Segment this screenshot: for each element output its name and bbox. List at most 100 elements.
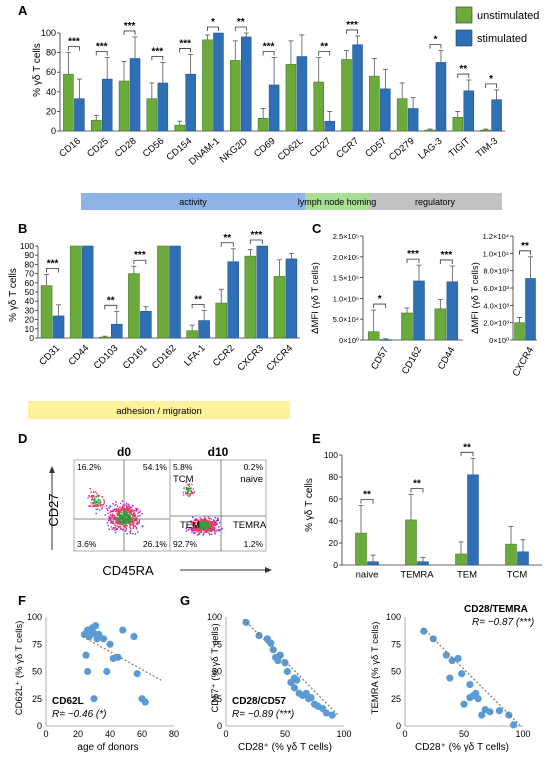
bar-stimulated bbox=[74, 98, 85, 132]
y-tick-label: 6.0×10³ bbox=[483, 284, 509, 293]
panel-letter-D: D bbox=[18, 431, 27, 446]
density-dot bbox=[133, 526, 135, 528]
bar-stimulated bbox=[101, 78, 113, 132]
y-tick-label: 70 bbox=[25, 269, 35, 279]
density-dot bbox=[213, 520, 216, 522]
density-dot bbox=[131, 522, 134, 524]
density-dot bbox=[190, 521, 192, 523]
density-dot bbox=[108, 507, 110, 509]
density-dot bbox=[202, 519, 205, 521]
density-dot bbox=[114, 510, 117, 513]
data-point bbox=[95, 630, 103, 639]
significance-bracket bbox=[133, 259, 147, 265]
density-dot bbox=[212, 525, 215, 527]
density-dot bbox=[191, 483, 193, 486]
data-point bbox=[307, 694, 315, 702]
density-dot bbox=[132, 510, 134, 512]
density-dot bbox=[88, 494, 90, 497]
density-dot bbox=[202, 529, 204, 531]
y-tick-label: 50 bbox=[25, 287, 35, 297]
y-tick-label: 0 bbox=[37, 721, 42, 731]
density-dot bbox=[200, 524, 202, 527]
density-dot bbox=[194, 529, 197, 531]
x-tick-label: 0 bbox=[43, 729, 48, 739]
density-dot bbox=[214, 530, 216, 532]
density-dot bbox=[138, 522, 141, 524]
density-dot bbox=[114, 527, 117, 529]
bar-stimulated bbox=[185, 73, 196, 132]
density-dot bbox=[109, 517, 111, 519]
bar-unstimulated bbox=[202, 39, 213, 132]
density-dot bbox=[113, 514, 115, 517]
data-point bbox=[486, 708, 494, 716]
density-dot bbox=[122, 512, 125, 515]
density-dot bbox=[95, 496, 98, 498]
significance-stars: ** bbox=[413, 479, 421, 490]
density-dot bbox=[132, 523, 134, 526]
density-dot bbox=[115, 519, 118, 521]
x-tick-label: TCM bbox=[507, 569, 528, 580]
bar-stimulated bbox=[417, 561, 429, 566]
significance-bracket bbox=[439, 259, 453, 264]
x-tick-label: 40 bbox=[105, 729, 115, 739]
density-dot bbox=[118, 512, 121, 515]
data-point bbox=[130, 633, 138, 641]
y-tick-label: 20 bbox=[46, 106, 56, 116]
category-label-lymph: lymph node homing bbox=[298, 197, 377, 207]
density-dot bbox=[115, 522, 117, 524]
density-dot bbox=[87, 497, 89, 499]
d10-quadrant-ll: 92.7% bbox=[173, 539, 198, 549]
density-dot bbox=[133, 514, 135, 517]
density-dot bbox=[202, 527, 205, 529]
density-dot bbox=[196, 525, 199, 527]
density-dot bbox=[215, 530, 218, 532]
density-dot bbox=[127, 514, 130, 516]
density-dot bbox=[129, 511, 132, 513]
density-dot bbox=[141, 525, 144, 528]
density-dot bbox=[125, 522, 128, 525]
y-tick-label: 75 bbox=[32, 639, 42, 649]
density-dot bbox=[97, 500, 99, 503]
density-dot bbox=[197, 520, 199, 522]
x-tick-label: CD162 bbox=[150, 343, 179, 372]
density-dot bbox=[89, 487, 92, 490]
density-dot bbox=[190, 527, 193, 529]
density-dot bbox=[126, 504, 128, 506]
density-dot bbox=[117, 510, 120, 512]
density-dot bbox=[117, 523, 119, 525]
bar-unstimulated bbox=[514, 322, 525, 341]
density-dot bbox=[96, 492, 98, 495]
density-dot bbox=[133, 516, 136, 518]
density-dot bbox=[214, 521, 216, 524]
density-dot bbox=[208, 521, 211, 523]
density-dot bbox=[97, 501, 99, 504]
density-dot bbox=[111, 515, 114, 518]
significance-bracket bbox=[191, 304, 205, 309]
significance-bracket bbox=[104, 304, 118, 310]
density-dot bbox=[122, 523, 124, 525]
y-tick-label: 1.5×10⁵ bbox=[333, 274, 359, 283]
significance-bracket bbox=[151, 56, 164, 61]
x-tick-label: CD31 bbox=[37, 343, 62, 368]
data-point bbox=[119, 626, 127, 634]
data-point bbox=[495, 707, 503, 715]
density-dot bbox=[221, 527, 224, 530]
density-dot bbox=[137, 531, 139, 533]
density-dot bbox=[124, 530, 127, 532]
density-dot bbox=[186, 483, 189, 486]
bar-stimulated bbox=[379, 339, 392, 341]
panel-g-ylabel-right: TEMRA (% γδ T cells) bbox=[370, 622, 381, 715]
density-dot bbox=[217, 518, 219, 520]
density-dot bbox=[124, 509, 126, 511]
density-dot bbox=[114, 517, 117, 520]
density-dot bbox=[194, 526, 196, 528]
flow-plot-d10: 5.8% 0.2% 92.7% 1.2% TCM naive TEM TEMRA bbox=[169, 459, 267, 552]
significance-bracket bbox=[68, 46, 80, 51]
bar-unstimulated bbox=[186, 330, 198, 339]
density-dot bbox=[137, 512, 139, 514]
y-tick-label: 75 bbox=[391, 639, 401, 649]
bar-stimulated bbox=[256, 245, 269, 339]
density-dot bbox=[116, 525, 119, 527]
density-dot bbox=[138, 519, 141, 521]
